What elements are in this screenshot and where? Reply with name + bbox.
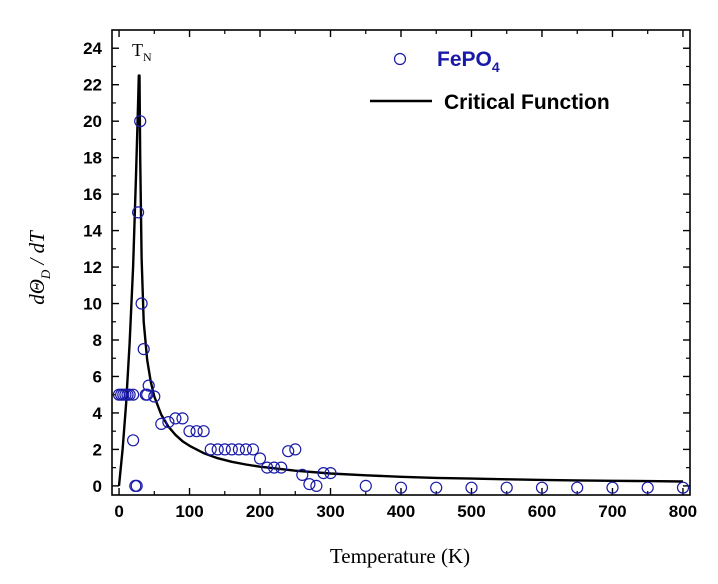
legend-scatter-sub: 4 [492, 59, 500, 75]
data-point [127, 434, 140, 447]
axes [111, 29, 691, 496]
y-tick-label: 4 [93, 404, 103, 423]
data-point [162, 416, 175, 429]
data-point [535, 481, 549, 494]
y-axis-label-suffix: / dT [25, 230, 49, 270]
x-tick-label: 600 [528, 502, 556, 521]
y-axis-label: dΘD / dT [25, 230, 53, 305]
data-point [253, 452, 267, 465]
data-point [641, 481, 654, 494]
tn-annotation-main: T [132, 40, 143, 60]
critical-function-line [117, 74, 684, 487]
data-point [132, 206, 145, 219]
data-point [317, 467, 330, 480]
y-tick-label: 12 [83, 258, 102, 277]
data-point [134, 115, 147, 128]
y-axis-label-prefix: dΘ [25, 279, 49, 305]
data-point [239, 443, 252, 456]
data-point [123, 388, 136, 401]
data-point [183, 425, 196, 438]
y-tick-label: 8 [93, 331, 102, 350]
data-point [606, 481, 619, 494]
data-point [190, 425, 203, 438]
y-tick-label: 18 [83, 149, 102, 168]
data-point [169, 412, 182, 425]
y-axis-label-sub: D [38, 269, 53, 280]
data-point [204, 443, 217, 456]
data-point [275, 461, 288, 474]
x-tick-label: 700 [598, 502, 626, 521]
data-point [676, 481, 690, 494]
tn-annotation: TN [132, 40, 152, 64]
data-point [155, 417, 168, 430]
data-point [296, 468, 309, 481]
tn-annotation-sub: N [143, 50, 152, 64]
scatter-series [112, 115, 690, 494]
data-point [141, 388, 154, 401]
data-point [289, 443, 302, 456]
y-tick-label: 14 [83, 222, 102, 241]
data-point [303, 478, 316, 491]
x-tick-label: 200 [246, 502, 274, 521]
y-tick-label: 20 [83, 112, 102, 131]
data-point [137, 343, 150, 356]
x-tick-label: 400 [387, 502, 415, 521]
y-tick-label: 16 [83, 185, 102, 204]
data-point [232, 443, 245, 456]
legend: FePO4 Critical Function [370, 48, 610, 114]
data-point [261, 461, 274, 474]
data-point [218, 443, 231, 456]
x-tick-label: 800 [669, 502, 697, 521]
data-point [135, 297, 148, 310]
data-point [127, 388, 140, 401]
y-tick-label: 24 [83, 39, 102, 58]
legend-scatter-name: FePO [437, 48, 492, 71]
x-tick-label: 0 [114, 502, 123, 521]
data-point [148, 390, 161, 403]
data-point [394, 481, 408, 494]
y-tick-label: 0 [93, 477, 102, 496]
data-point [225, 443, 238, 456]
data-point [324, 467, 337, 480]
y-tick-label: 10 [83, 295, 102, 314]
data-point [176, 412, 189, 425]
legend-scatter-marker [393, 52, 407, 66]
x-tick-label: 100 [175, 502, 203, 521]
y-tick-label: 6 [93, 367, 102, 386]
data-point [246, 443, 260, 456]
data-point [359, 479, 372, 492]
data-point [211, 443, 224, 456]
data-point [571, 481, 584, 494]
data-point [500, 481, 513, 494]
data-point [465, 481, 478, 494]
y-tick-label: 22 [83, 76, 102, 95]
x-axis-label: Temperature (K) [330, 544, 470, 568]
x-tick-label: 500 [457, 502, 485, 521]
y-tick-label: 2 [93, 440, 102, 459]
chart-text: 0 100 200 300 400 500 600 700 800024681012141618… [83, 39, 697, 521]
data-point [130, 479, 143, 492]
data-point [282, 445, 295, 458]
data-point [430, 481, 443, 494]
data-point [142, 379, 155, 392]
data-point [310, 479, 323, 492]
line-series [117, 74, 684, 487]
x-tick-label: 300 [316, 502, 344, 521]
legend-scatter-label: FePO4 [437, 48, 500, 75]
data-point [197, 425, 210, 438]
legend-line-label: Critical Function [444, 91, 610, 114]
data-point [268, 461, 281, 474]
